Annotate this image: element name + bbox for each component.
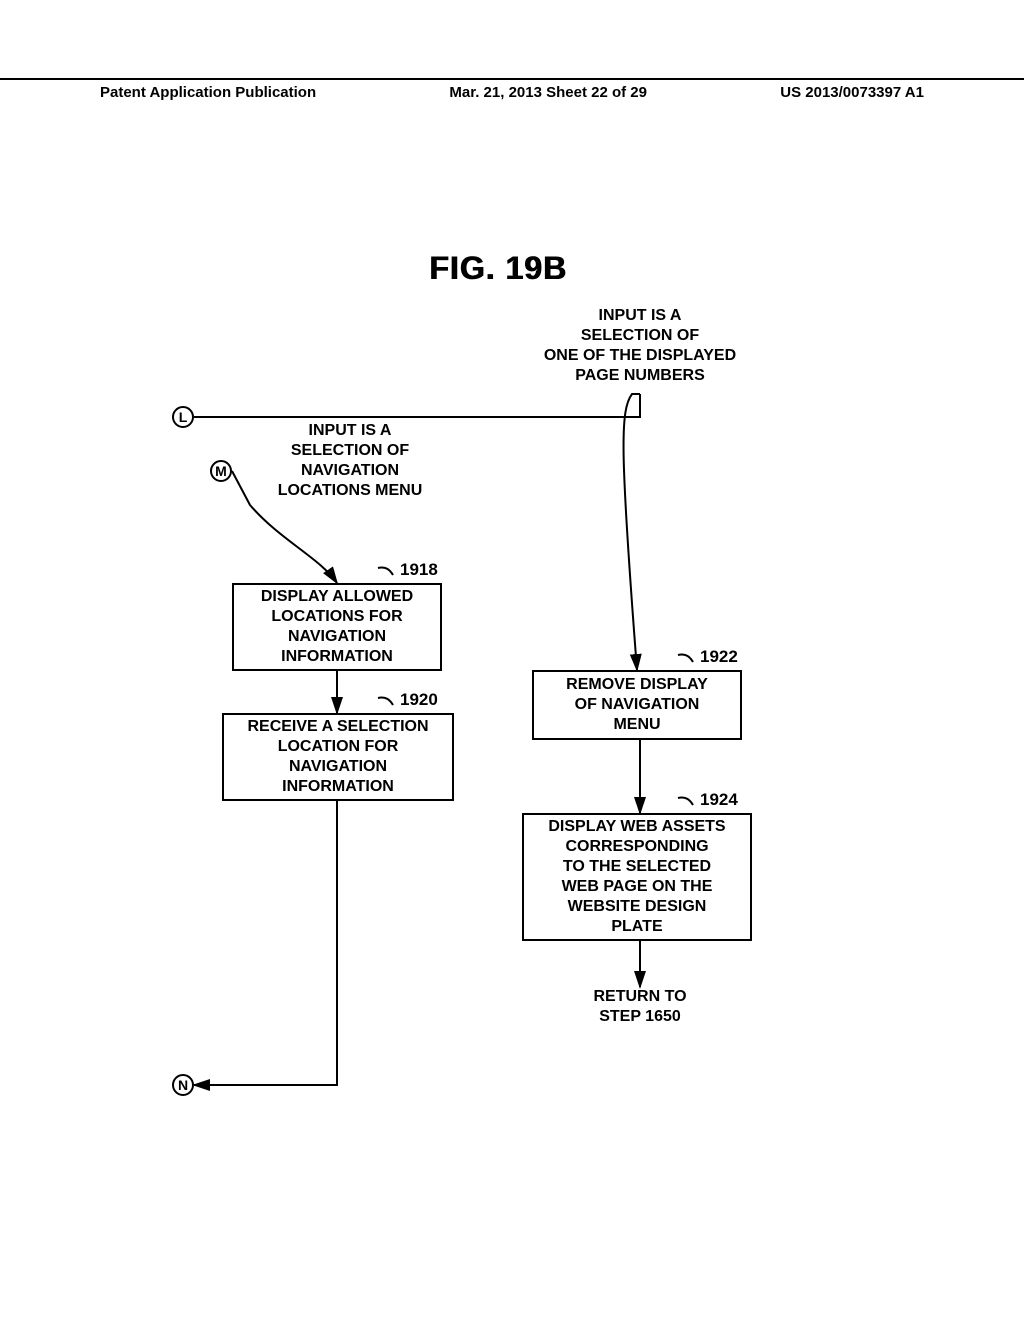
box-1924: DISPLAY WEB ASSETS CORRESPONDING TO THE … [522,813,752,941]
header-right: US 2013/0073397 A1 [780,84,924,101]
ref-1920: 1920 [400,690,438,710]
box-1920: RECEIVE A SELECTION LOCATION FOR NAVIGAT… [222,713,454,801]
flow-edges [0,0,1024,1320]
box-1924-text: DISPLAY WEB ASSETS CORRESPONDING TO THE … [530,817,744,937]
box-1918: DISPLAY ALLOWED LOCATIONS FOR NAVIGATION… [232,583,442,671]
header-left: Patent Application Publication [100,84,316,101]
connector-N: N [172,1074,194,1096]
page: Patent Application Publication Mar. 21, … [0,0,1024,1320]
figure-title: FIG. 19B [430,250,568,287]
box-1922-text: REMOVE DISPLAY OF NAVIGATION MENU [540,675,734,735]
label-input-nav-menu: INPUT IS A SELECTION OF NAVIGATION LOCAT… [250,421,450,501]
ref-1922: 1922 [700,647,738,667]
ref-1924: 1924 [700,790,738,810]
header-center: Mar. 21, 2013 Sheet 22 of 29 [449,84,647,101]
page-header: Patent Application Publication Mar. 21, … [0,78,1024,101]
box-1922: REMOVE DISPLAY OF NAVIGATION MENU [532,670,742,740]
ref-1918: 1918 [400,560,438,580]
label-input-page-numbers: INPUT IS A SELECTION OF ONE OF THE DISPL… [510,306,770,386]
box-1918-text: DISPLAY ALLOWED LOCATIONS FOR NAVIGATION… [240,587,434,667]
connector-L: L [172,406,194,428]
label-return: RETURN TO STEP 1650 [560,987,720,1027]
box-1920-text: RECEIVE A SELECTION LOCATION FOR NAVIGAT… [230,717,446,797]
connector-M: M [210,460,232,482]
